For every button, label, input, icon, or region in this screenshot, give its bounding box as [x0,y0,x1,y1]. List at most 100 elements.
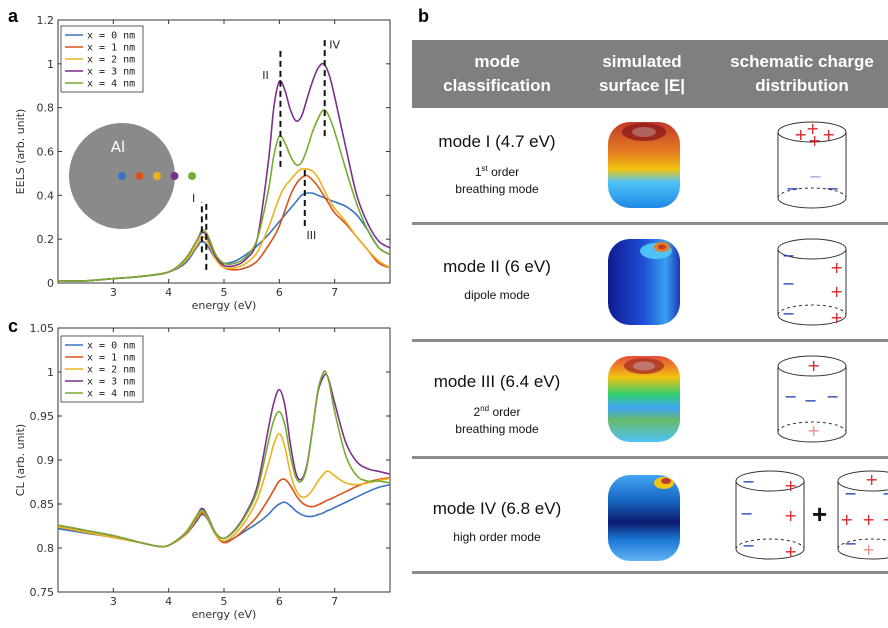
y-tick-label: 0.9 [37,454,55,467]
svg-text:+: + [862,510,875,529]
svg-text:+: + [784,476,797,495]
y-axis-label: CL (arb. unit) [14,424,27,496]
al-label: Al [111,138,125,156]
legend-label: x = 3 nm [87,377,135,388]
peak-annotation: I [192,192,195,205]
mode-name: mode II (6 eV) [443,257,551,276]
svg-text:−: − [782,304,795,323]
y-tick-label: 0 [47,277,54,290]
mode-row-2: mode II (6 eV) dipole mode − + − + − + [412,225,888,337]
legend-label: x = 4 nm [87,389,135,400]
x-tick-label: 3 [110,595,117,608]
mode-name: mode I (4.7 eV) [438,132,556,151]
panel-label-b: b [418,6,429,26]
mode-description: high order mode [453,530,541,544]
y-tick-label: 0.8 [37,542,55,555]
row-separator [412,222,888,225]
legend-label: x = 1 nm [87,43,135,54]
svg-text:+: + [862,540,875,559]
svg-text:−: − [826,179,839,198]
legend-label: x = 0 nm [87,31,135,42]
peak-annotation: IV [329,38,340,51]
svg-text:+: + [865,470,878,489]
plus-sign: + [812,499,828,529]
series-line [58,370,390,548]
legend-label: x = 2 nm [87,55,135,66]
probe-position-dot [170,172,179,180]
mode-description: 2nd order breathing mode [455,404,539,436]
svg-text:−: − [844,484,857,503]
charge-schematic: + − − + + + − + [837,470,888,560]
svg-text:+: + [830,308,843,327]
row-separator [412,571,888,574]
svg-text:−: − [740,504,753,523]
svg-text:−: − [784,387,797,406]
svg-text:+: + [794,125,807,144]
header-simulated-surface: simulated surface |E| [598,52,686,95]
x-tick-label: 6 [276,595,283,608]
x-axis-label: energy (eV) [192,608,257,621]
mode-description: 1st order breathing mode [455,164,539,196]
probe-position-dot [135,172,144,180]
x-axis-label: energy (eV) [192,299,257,312]
mode-table: mode classification simulated surface |E… [412,40,888,580]
y-tick-label: 1 [47,366,54,379]
svg-text:+: + [808,131,821,150]
x-tick-label: 5 [221,286,228,299]
y-tick-label: 0.85 [30,498,55,511]
series-line [58,167,390,282]
charge-schematic: − + − + − + [777,238,847,327]
mode-row-4: mode IV (6.8 eV) high order mode − + − +… [412,459,888,571]
surface-field-image [608,122,680,208]
legend-label: x = 2 nm [87,365,135,376]
svg-text:+: + [807,356,820,375]
surface-field-image [608,356,680,442]
charge-schematic: − + − + − + [735,470,805,561]
svg-text:−: − [782,246,795,265]
svg-text:+: + [830,282,843,301]
row-separator [412,339,888,342]
y-tick-label: 0.75 [30,586,55,599]
svg-text:−: − [786,179,799,198]
row-separator [412,456,888,459]
svg-text:−: − [742,536,755,555]
mode-name: mode III (6.4 eV) [433,372,561,391]
y-tick-label: 0.95 [30,410,55,423]
x-tick-label: 6 [276,286,283,299]
y-tick-label: 0.6 [37,146,55,159]
header-mode-classification: mode classification [443,52,551,95]
charge-schematic: + − − − + [777,355,847,443]
svg-text:+: + [822,125,835,144]
svg-text:+: + [784,542,797,561]
probe-position-dot [153,172,161,180]
panel-label-c: c [8,316,19,336]
x-tick-label: 4 [165,595,172,608]
surface-field-image [608,239,680,325]
svg-text:−: − [782,274,795,293]
panel-label-a: a [8,6,19,26]
probe-position-dot [118,172,126,180]
y-tick-label: 0.4 [37,189,55,202]
x-tick-label: 7 [331,595,338,608]
legend-label: x = 0 nm [87,341,135,352]
mode-description: dipole mode [464,288,530,302]
svg-text:−: − [882,484,888,503]
svg-text:+: + [882,510,888,529]
mode-row-3: mode III (6.4 eV) 2nd order breathing mod… [412,342,888,454]
table-header: mode classification simulated surface |E… [412,40,888,108]
y-tick-label: 0.2 [37,233,55,246]
svg-text:+: + [784,506,797,525]
y-tick-label: 1.2 [37,14,55,27]
svg-text:+: + [830,258,843,277]
x-tick-label: 3 [110,286,117,299]
probe-position-dot [188,172,196,180]
svg-text:+: + [807,421,820,440]
series-line [58,432,390,548]
x-tick-label: 5 [221,595,228,608]
surface-field-image [608,475,680,561]
svg-text:+: + [806,120,819,138]
svg-text:+: + [840,510,853,529]
y-tick-label: 1 [47,58,54,71]
y-tick-label: 0.8 [37,102,55,115]
legend-label: x = 1 nm [87,353,135,364]
